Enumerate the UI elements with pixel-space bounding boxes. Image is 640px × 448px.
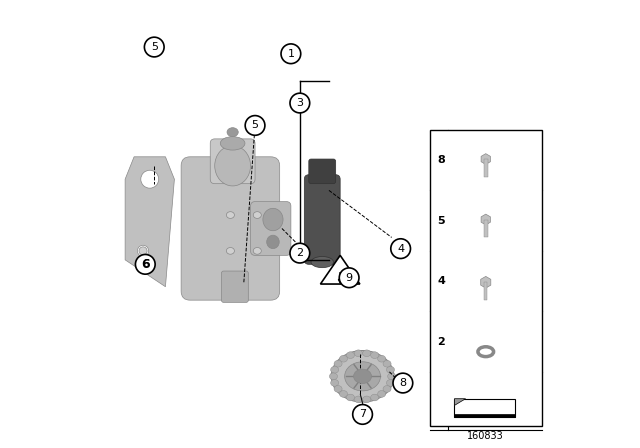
Ellipse shape <box>214 146 251 186</box>
Text: 5: 5 <box>437 216 445 226</box>
Bar <box>484 159 488 177</box>
Ellipse shape <box>227 212 234 219</box>
Ellipse shape <box>267 235 279 249</box>
Bar <box>430 130 541 426</box>
Text: 5: 5 <box>252 121 259 130</box>
Ellipse shape <box>388 373 396 380</box>
Circle shape <box>136 254 155 274</box>
Ellipse shape <box>383 360 391 367</box>
FancyBboxPatch shape <box>210 139 255 184</box>
FancyBboxPatch shape <box>251 202 291 255</box>
Ellipse shape <box>378 355 386 362</box>
Bar <box>484 220 488 237</box>
Text: !: ! <box>338 272 342 282</box>
Polygon shape <box>454 399 466 405</box>
Ellipse shape <box>263 208 283 231</box>
Text: 1: 1 <box>287 49 294 59</box>
Ellipse shape <box>311 256 333 267</box>
Text: 7: 7 <box>359 409 366 419</box>
Ellipse shape <box>331 366 339 373</box>
Ellipse shape <box>227 128 238 137</box>
Text: 6: 6 <box>141 258 150 271</box>
Circle shape <box>290 93 310 113</box>
Polygon shape <box>452 394 524 419</box>
Ellipse shape <box>139 247 147 255</box>
Ellipse shape <box>227 247 234 254</box>
Ellipse shape <box>138 246 148 256</box>
Ellipse shape <box>354 369 371 383</box>
Circle shape <box>339 268 359 288</box>
Ellipse shape <box>378 391 386 397</box>
Text: 5: 5 <box>151 42 157 52</box>
Ellipse shape <box>334 386 342 392</box>
Ellipse shape <box>339 391 348 397</box>
Ellipse shape <box>383 386 391 392</box>
Text: 4: 4 <box>437 276 445 286</box>
Ellipse shape <box>371 352 379 358</box>
Polygon shape <box>454 399 515 417</box>
Ellipse shape <box>363 350 371 357</box>
FancyBboxPatch shape <box>305 175 340 264</box>
Ellipse shape <box>332 350 394 402</box>
Text: 3: 3 <box>296 98 303 108</box>
Circle shape <box>245 116 265 135</box>
Circle shape <box>145 37 164 57</box>
Text: 2: 2 <box>296 248 303 258</box>
FancyBboxPatch shape <box>221 271 248 302</box>
Ellipse shape <box>355 396 362 403</box>
Text: 9: 9 <box>346 273 353 283</box>
FancyBboxPatch shape <box>309 159 336 184</box>
Circle shape <box>393 373 413 393</box>
Ellipse shape <box>387 366 394 373</box>
Ellipse shape <box>331 379 339 386</box>
Ellipse shape <box>141 170 159 188</box>
Ellipse shape <box>371 394 379 401</box>
Polygon shape <box>321 255 360 284</box>
Ellipse shape <box>253 212 261 219</box>
Ellipse shape <box>346 352 355 358</box>
Ellipse shape <box>334 360 342 367</box>
Polygon shape <box>125 157 174 287</box>
Text: 160833: 160833 <box>467 431 504 441</box>
Ellipse shape <box>363 396 371 403</box>
Text: 8: 8 <box>437 155 445 165</box>
Text: 4: 4 <box>397 244 404 254</box>
Ellipse shape <box>355 350 362 357</box>
Ellipse shape <box>339 355 348 362</box>
Ellipse shape <box>220 137 245 150</box>
Circle shape <box>290 243 310 263</box>
Text: 6: 6 <box>142 259 148 269</box>
Text: 2: 2 <box>437 337 445 347</box>
Ellipse shape <box>387 379 394 386</box>
Ellipse shape <box>346 394 355 401</box>
Circle shape <box>281 44 301 64</box>
Ellipse shape <box>330 373 337 380</box>
Polygon shape <box>454 414 515 417</box>
Ellipse shape <box>253 247 261 254</box>
Ellipse shape <box>344 362 380 391</box>
Text: 8: 8 <box>399 378 406 388</box>
Circle shape <box>353 405 372 424</box>
FancyBboxPatch shape <box>181 157 280 300</box>
Bar <box>484 282 487 300</box>
Circle shape <box>391 239 410 258</box>
